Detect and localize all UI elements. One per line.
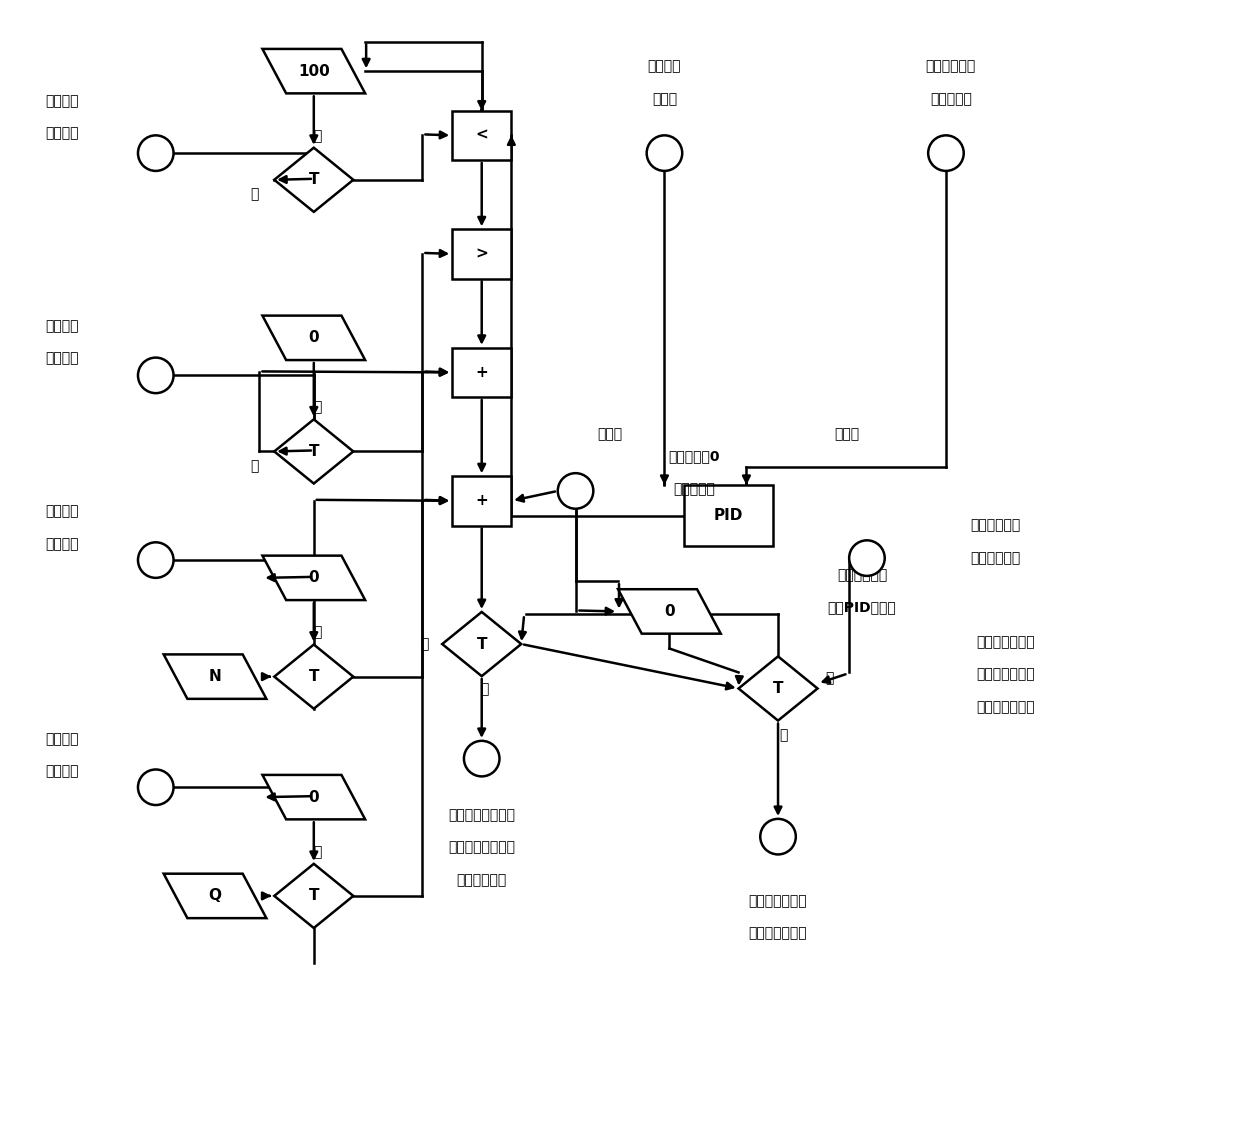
Text: >: > bbox=[475, 246, 489, 262]
Text: 否: 否 bbox=[314, 400, 322, 415]
Polygon shape bbox=[739, 656, 817, 721]
Text: +: + bbox=[475, 493, 489, 509]
Text: 闭锁关闭: 闭锁关闭 bbox=[45, 320, 78, 333]
Circle shape bbox=[138, 135, 174, 171]
Text: 100: 100 bbox=[298, 63, 330, 78]
Text: 设置值: 设置值 bbox=[652, 92, 677, 105]
Text: 供热蒸汽母管: 供热蒸汽母管 bbox=[926, 59, 976, 74]
Circle shape bbox=[138, 358, 174, 393]
Text: 否: 否 bbox=[314, 845, 322, 859]
Text: <: < bbox=[475, 128, 489, 143]
Text: 条件满足: 条件满足 bbox=[45, 351, 78, 366]
Text: T: T bbox=[476, 637, 487, 651]
Text: 保护关闭至0: 保护关闭至0 bbox=[668, 450, 720, 463]
Text: 低压旁路调节阀: 低压旁路调节阀 bbox=[749, 894, 807, 908]
Text: 是: 是 bbox=[825, 672, 833, 685]
Text: 否: 否 bbox=[480, 682, 489, 696]
Polygon shape bbox=[274, 863, 353, 928]
Text: 是: 是 bbox=[250, 904, 259, 918]
Text: 条件满足: 条件满足 bbox=[45, 765, 78, 778]
Polygon shape bbox=[263, 316, 365, 360]
Text: N: N bbox=[208, 670, 222, 684]
Text: 运行人员: 运行人员 bbox=[647, 59, 681, 74]
Bar bbox=[453, 111, 511, 160]
Polygon shape bbox=[164, 655, 267, 699]
Text: 供热机组旁路供热: 供热机组旁路供热 bbox=[448, 841, 515, 854]
Circle shape bbox=[929, 135, 963, 171]
Text: 被调量: 被调量 bbox=[835, 427, 859, 442]
Bar bbox=[684, 485, 773, 546]
Text: 设定值: 设定值 bbox=[598, 427, 622, 442]
Text: 的条件满足: 的条件满足 bbox=[673, 482, 715, 496]
Text: 门自动控制指令: 门自动控制指令 bbox=[749, 927, 807, 940]
Text: 供热机组处于: 供热机组处于 bbox=[970, 519, 1021, 533]
Circle shape bbox=[138, 543, 174, 578]
Polygon shape bbox=[274, 419, 353, 484]
Text: T: T bbox=[309, 670, 319, 684]
Text: 0: 0 bbox=[309, 790, 319, 804]
Polygon shape bbox=[263, 775, 365, 819]
Text: 是: 是 bbox=[250, 459, 259, 474]
Text: 供热蒸汽母管: 供热蒸汽母管 bbox=[837, 568, 887, 582]
Text: 是: 是 bbox=[420, 637, 429, 651]
Text: 连锁开启: 连锁开启 bbox=[45, 504, 78, 519]
Text: +: + bbox=[475, 365, 489, 380]
Polygon shape bbox=[263, 555, 365, 600]
Text: 门供热机组启、: 门供热机组启、 bbox=[976, 667, 1034, 682]
Text: T: T bbox=[773, 681, 784, 696]
Bar bbox=[453, 229, 511, 279]
Text: 条件满足: 条件满足 bbox=[45, 537, 78, 552]
Circle shape bbox=[464, 741, 500, 776]
Text: 压力PID调节器: 压力PID调节器 bbox=[827, 600, 897, 614]
Bar bbox=[453, 348, 511, 397]
Polygon shape bbox=[263, 49, 365, 93]
Text: 否: 否 bbox=[779, 729, 787, 742]
Circle shape bbox=[558, 474, 593, 509]
Text: 方式控制指令: 方式控制指令 bbox=[456, 874, 507, 887]
Text: 压力测量值: 压力测量值 bbox=[930, 92, 972, 105]
Circle shape bbox=[849, 540, 884, 576]
Text: 停方式控制指令: 停方式控制指令 bbox=[976, 700, 1034, 714]
Text: 0: 0 bbox=[309, 570, 319, 586]
Text: 是: 是 bbox=[250, 684, 259, 698]
Text: 连锁关闭: 连锁关闭 bbox=[45, 732, 78, 746]
Text: 旁路供热方式: 旁路供热方式 bbox=[970, 551, 1021, 565]
Polygon shape bbox=[443, 612, 521, 676]
Circle shape bbox=[647, 135, 682, 171]
Text: 低压旁路调节阀: 低压旁路调节阀 bbox=[976, 636, 1034, 649]
Text: 0: 0 bbox=[309, 331, 319, 346]
Circle shape bbox=[138, 769, 174, 806]
Text: T: T bbox=[309, 888, 319, 903]
Polygon shape bbox=[618, 589, 720, 633]
Text: 低压旁路调节阀门: 低压旁路调节阀门 bbox=[448, 808, 515, 821]
Polygon shape bbox=[274, 147, 353, 212]
Text: 否: 否 bbox=[314, 625, 322, 640]
Text: PID: PID bbox=[714, 508, 743, 523]
Text: 闭锁开启: 闭锁开启 bbox=[45, 94, 78, 108]
Text: T: T bbox=[309, 444, 319, 459]
Text: T: T bbox=[309, 172, 319, 187]
Text: 否: 否 bbox=[314, 129, 322, 143]
Circle shape bbox=[760, 819, 796, 854]
Text: Q: Q bbox=[208, 888, 222, 903]
Text: 条件满足: 条件满足 bbox=[45, 127, 78, 140]
Bar bbox=[453, 476, 511, 526]
Text: 是: 是 bbox=[250, 188, 259, 202]
Polygon shape bbox=[164, 874, 267, 918]
Polygon shape bbox=[274, 645, 353, 709]
Text: 0: 0 bbox=[665, 604, 675, 619]
